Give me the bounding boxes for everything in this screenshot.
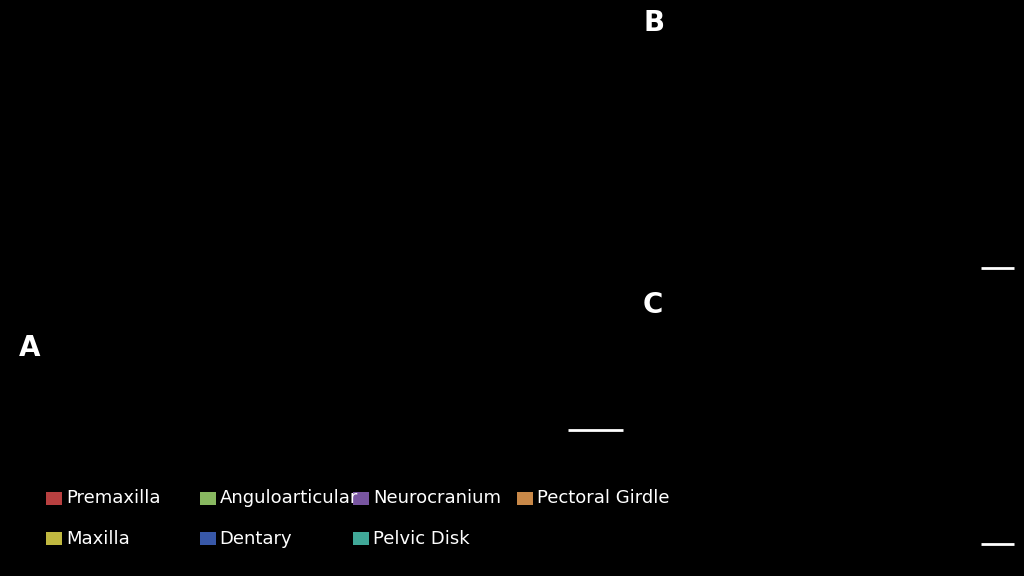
Bar	[46, 492, 62, 505]
Text: A: A	[18, 335, 40, 362]
Text: Pelvic Disk: Pelvic Disk	[374, 529, 470, 548]
Bar	[353, 532, 370, 545]
Bar	[517, 492, 534, 505]
Bar	[200, 532, 216, 545]
Text: Pectoral Girdle: Pectoral Girdle	[538, 489, 670, 507]
Text: Neurocranium: Neurocranium	[374, 489, 502, 507]
Text: C: C	[643, 291, 664, 319]
Bar	[353, 492, 370, 505]
Text: Maxilla: Maxilla	[67, 529, 130, 548]
Text: Premaxilla: Premaxilla	[67, 489, 161, 507]
Bar	[46, 532, 62, 545]
Text: Dentary: Dentary	[220, 529, 292, 548]
Bar	[200, 492, 216, 505]
Text: B: B	[643, 9, 665, 37]
Text: Anguloarticular: Anguloarticular	[220, 489, 358, 507]
